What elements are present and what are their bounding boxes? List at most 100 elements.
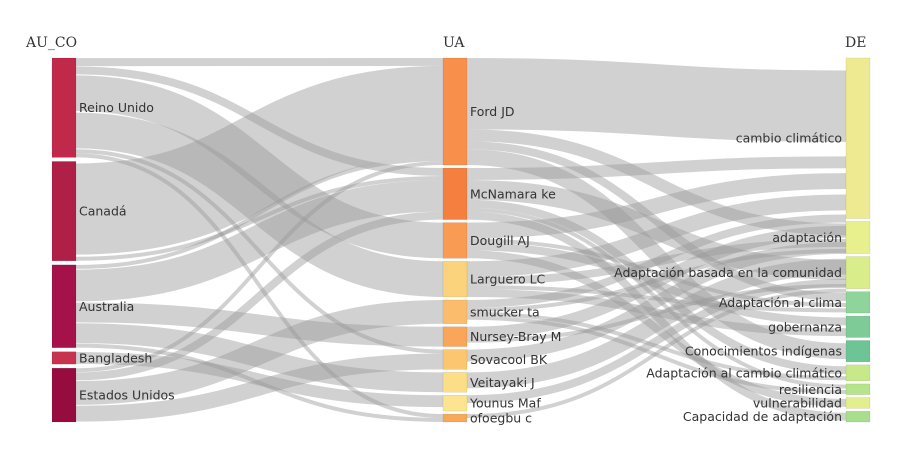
link-mcnamara-to-abc[interactable] bbox=[466, 179, 847, 280]
node-bar-conocimientos[interactable] bbox=[845, 340, 871, 363]
node-ford[interactable]: Ford JD bbox=[442, 57, 515, 166]
link-estados_unidos-to-ford[interactable] bbox=[75, 161, 444, 373]
link-smucker-to-cambio[interactable] bbox=[466, 214, 847, 308]
node-bar-estados_unidos[interactable] bbox=[51, 367, 77, 423]
node-bar-acc[interactable] bbox=[845, 364, 871, 382]
node-bar-aclima[interactable] bbox=[845, 291, 871, 314]
link-mcnamara-to-capacidad[interactable] bbox=[466, 211, 847, 421]
link-smucker-to-adaptacion[interactable] bbox=[466, 248, 847, 312]
link-australia-to-mcnamara[interactable] bbox=[75, 179, 444, 302]
link-dougill-to-aclima[interactable] bbox=[466, 238, 847, 308]
link-nursey-to-abc[interactable] bbox=[466, 284, 847, 343]
node-label-gobernanza: gobernanza bbox=[768, 319, 842, 334]
link-sovacool-to-cambio[interactable] bbox=[466, 241, 847, 362]
node-bar-australia[interactable] bbox=[51, 264, 77, 348]
node-bar-abc[interactable] bbox=[845, 256, 871, 289]
link-reino_unido-to-mcnamara[interactable] bbox=[75, 66, 444, 176]
node-estados_unidos[interactable]: Estados Unidos bbox=[51, 367, 175, 423]
node-dougill[interactable]: Dougill AJ bbox=[442, 222, 530, 259]
link-dougill-to-cambio[interactable] bbox=[466, 173, 847, 239]
column-title-de: DE bbox=[845, 35, 866, 51]
node-resiliencia[interactable]: resiliencia bbox=[779, 382, 871, 397]
node-bar-dougill[interactable] bbox=[442, 222, 468, 259]
link-mcnamara-to-resiliencia[interactable] bbox=[466, 207, 847, 389]
link-ford-to-aclima[interactable] bbox=[466, 141, 847, 301]
link-ford-to-cambio[interactable] bbox=[466, 58, 847, 142]
link-ford-to-adaptacion[interactable] bbox=[466, 129, 847, 236]
node-aclima[interactable]: Adaptación al clima bbox=[719, 291, 871, 314]
node-bar-capacidad[interactable] bbox=[845, 411, 871, 423]
node-bangladesh[interactable]: Bangladesh bbox=[51, 350, 152, 365]
link-dougill-to-gobernanza[interactable] bbox=[466, 242, 847, 326]
node-capacidad[interactable]: Capacidad de adaptación bbox=[683, 409, 871, 424]
node-bar-mcnamara[interactable] bbox=[442, 167, 468, 220]
link-reino_unido-to-larguero[interactable] bbox=[75, 112, 444, 297]
node-mcnamara[interactable]: McNamara ke bbox=[442, 167, 556, 220]
link-smucker-to-resiliencia[interactable] bbox=[466, 315, 847, 394]
link-mcnamara-to-acc[interactable] bbox=[466, 199, 847, 375]
link-estados_unidos-to-sovacool[interactable] bbox=[75, 353, 444, 422]
sankey-nodes: Reino Unido Canadá Australia Bangladesh Esta… bbox=[51, 57, 871, 426]
node-abc[interactable]: Adaptación basada en la comunidad bbox=[614, 256, 871, 289]
node-nursey[interactable]: Nursey-Bray M bbox=[442, 326, 561, 347]
link-reino_unido-to-ofoegbu[interactable] bbox=[75, 153, 444, 419]
node-label-sovacool: Sovacool BK bbox=[470, 352, 548, 367]
link-larguero-to-gobernanza[interactable] bbox=[466, 289, 847, 337]
link-larguero-to-adaptacion[interactable] bbox=[466, 238, 847, 286]
node-gobernanza[interactable]: gobernanza bbox=[768, 315, 871, 338]
node-larguero[interactable]: Larguero LC bbox=[442, 261, 546, 298]
node-bar-smucker[interactable] bbox=[442, 299, 468, 324]
link-estados_unidos-to-smucker[interactable] bbox=[75, 299, 444, 405]
node-veitayaki[interactable]: Veitayaki J bbox=[442, 372, 535, 393]
link-dougill-to-vulnerabilidad[interactable] bbox=[466, 250, 847, 407]
node-bar-nursey[interactable] bbox=[442, 326, 468, 347]
node-australia[interactable]: Australia bbox=[51, 264, 134, 348]
node-bar-gobernanza[interactable] bbox=[845, 315, 871, 338]
node-bar-ford[interactable] bbox=[442, 57, 468, 166]
link-bangladesh-to-younus[interactable] bbox=[75, 351, 444, 408]
node-bar-resiliencia[interactable] bbox=[845, 383, 871, 395]
node-bar-bangladesh[interactable] bbox=[51, 351, 77, 365]
link-canada-to-mcnamara[interactable] bbox=[75, 175, 444, 261]
node-adaptacion[interactable]: adaptación bbox=[772, 221, 871, 254]
node-vulnerabilidad[interactable]: vulnerabilidad bbox=[753, 395, 871, 410]
node-bar-adaptacion[interactable] bbox=[845, 221, 871, 254]
link-mcnamara-to-cambio[interactable] bbox=[466, 156, 847, 180]
link-ford-to-conocimientos[interactable] bbox=[466, 149, 847, 360]
node-smucker[interactable]: smucker ta bbox=[442, 299, 540, 324]
link-estados_unidos-to-mcnamara[interactable] bbox=[75, 211, 444, 381]
node-bar-reino_unido[interactable] bbox=[51, 57, 77, 158]
node-bar-vulnerabilidad[interactable] bbox=[845, 397, 871, 409]
link-smucker-to-acc[interactable] bbox=[466, 311, 847, 381]
link-australia-to-ofoegbu[interactable] bbox=[75, 343, 444, 423]
node-canada[interactable]: Canadá bbox=[51, 161, 127, 262]
node-acc[interactable]: Adaptación al cambio climático bbox=[646, 364, 871, 382]
link-australia-to-veitayaki[interactable] bbox=[75, 323, 444, 393]
link-australia-to-ford[interactable] bbox=[75, 157, 444, 269]
link-larguero-to-aclima[interactable] bbox=[466, 285, 847, 313]
link-canada-to-ford[interactable] bbox=[75, 65, 444, 255]
link-larguero-to-cambio[interactable] bbox=[466, 194, 847, 278]
link-veitayaki-to-cambio[interactable] bbox=[466, 258, 847, 389]
node-bar-younus[interactable] bbox=[442, 394, 468, 412]
node-sovacool[interactable]: Sovacool BK bbox=[442, 349, 548, 370]
link-reino_unido-to-dougill[interactable] bbox=[75, 75, 444, 259]
node-bar-ofoegbu[interactable] bbox=[442, 413, 468, 423]
node-bar-larguero[interactable] bbox=[442, 261, 468, 298]
link-younus-to-cambio[interactable] bbox=[466, 278, 847, 404]
node-bar-cambio[interactable] bbox=[845, 57, 871, 219]
node-ofoegbu[interactable]: ofoegbu c bbox=[442, 411, 532, 426]
link-ofoegbu-to-cambio[interactable] bbox=[466, 288, 847, 419]
node-cambio[interactable]: cambio climático bbox=[736, 57, 871, 219]
link-reino_unido-to-sovacool[interactable] bbox=[75, 149, 444, 354]
node-label-bangladesh: Bangladesh bbox=[79, 350, 152, 365]
node-bar-canada[interactable] bbox=[51, 161, 77, 262]
node-bar-sovacool[interactable] bbox=[442, 349, 468, 370]
node-bar-veitayaki[interactable] bbox=[442, 372, 468, 393]
node-label-australia: Australia bbox=[79, 299, 134, 314]
node-younus[interactable]: Younus Maf bbox=[442, 394, 541, 412]
link-nursey-to-cambio[interactable] bbox=[466, 225, 847, 339]
node-conocimientos[interactable]: Conocimientos indígenas bbox=[685, 340, 871, 363]
link-australia-to-nursey[interactable] bbox=[75, 302, 444, 347]
node-reino_unido[interactable]: Reino Unido bbox=[51, 57, 154, 158]
